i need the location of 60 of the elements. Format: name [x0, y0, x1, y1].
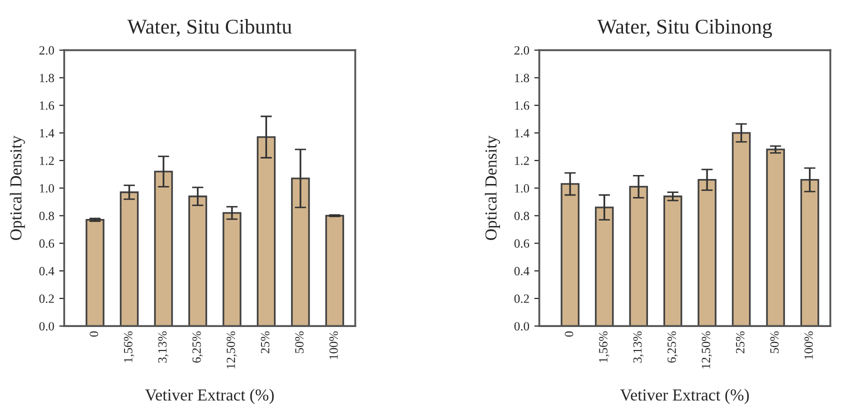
y-tick-label: 0.2 — [514, 294, 529, 303]
x-tick-label: 6,25% — [668, 331, 678, 363]
bar — [800, 178, 820, 326]
y-axis-title: Optical Density — [10, 136, 25, 240]
y-tick-label: 2.0 — [514, 46, 530, 55]
x-tick-label: 12,50% — [226, 331, 237, 368]
y-tick-label: 1.8 — [40, 74, 54, 82]
bar — [120, 191, 139, 326]
bar — [188, 196, 208, 326]
y-tick-label: 0.0 — [39, 322, 54, 331]
x-tick-label: 100% — [804, 331, 813, 359]
y-tick-label: 2.0 — [39, 46, 54, 55]
y-tick-label: 0.8 — [514, 212, 530, 220]
bar — [629, 186, 648, 326]
x-tick-label: 50% — [295, 331, 304, 354]
x-tick-label: 1,56% — [599, 331, 610, 362]
y-tick-label: 1.6 — [40, 101, 54, 110]
y-tick-label: 0.4 — [514, 266, 530, 276]
bar — [732, 132, 751, 326]
y-axis-title: Optical Density — [484, 136, 500, 240]
x-tick-label: 0 — [90, 331, 98, 337]
y-tick-label: 1.0 — [40, 184, 54, 193]
x-tick-label: 12,50% — [702, 331, 712, 368]
bar — [325, 214, 344, 326]
y-tick-label: 0.4 — [39, 266, 54, 276]
y-tick-label: 0.6 — [39, 239, 54, 248]
bar — [86, 218, 104, 326]
bar — [154, 170, 173, 326]
x-tick-label: 3,13% — [633, 331, 644, 363]
y-tick-label: 0.8 — [39, 212, 54, 220]
y-tick-label: 0.0 — [514, 322, 530, 331]
bar — [291, 178, 310, 326]
x-tick-label: 0 — [564, 331, 574, 337]
bar — [594, 206, 614, 326]
x-axis-title: Vetiver Extract (%) — [145, 388, 274, 404]
y-tick-label: 1.8 — [515, 74, 530, 82]
y-tick-label: 1.4 — [40, 129, 54, 138]
x-tick-label: 1,56% — [124, 331, 134, 362]
y-tick-label: 1.4 — [515, 129, 530, 138]
bar — [560, 183, 580, 326]
y-tick-label: 0.2 — [39, 294, 54, 303]
bar — [766, 148, 785, 326]
x-tick-label: 6,25% — [192, 331, 203, 363]
y-tick-label: 1.0 — [515, 184, 530, 193]
chart-title: Water, Situ Cibinong — [597, 19, 772, 38]
x-axis-title: Vetiver Extract (%) — [620, 388, 749, 404]
x-tick-label: 100% — [329, 331, 338, 359]
bar — [663, 196, 682, 326]
bar — [256, 136, 276, 326]
bar — [698, 178, 716, 326]
x-tick-label: 25% — [260, 331, 270, 354]
x-tick-label: 50% — [770, 331, 779, 354]
y-tick-label: 0.6 — [514, 239, 530, 248]
y-tick-label: 1.2 — [515, 156, 529, 166]
chart-title: Water, Situ Cibuntu — [127, 19, 292, 37]
x-tick-label: 3,13% — [158, 331, 168, 363]
y-tick-label: 1.6 — [515, 101, 530, 110]
bar — [222, 212, 242, 326]
x-tick-label: 25% — [736, 331, 744, 354]
y-tick-label: 1.2 — [40, 156, 54, 166]
